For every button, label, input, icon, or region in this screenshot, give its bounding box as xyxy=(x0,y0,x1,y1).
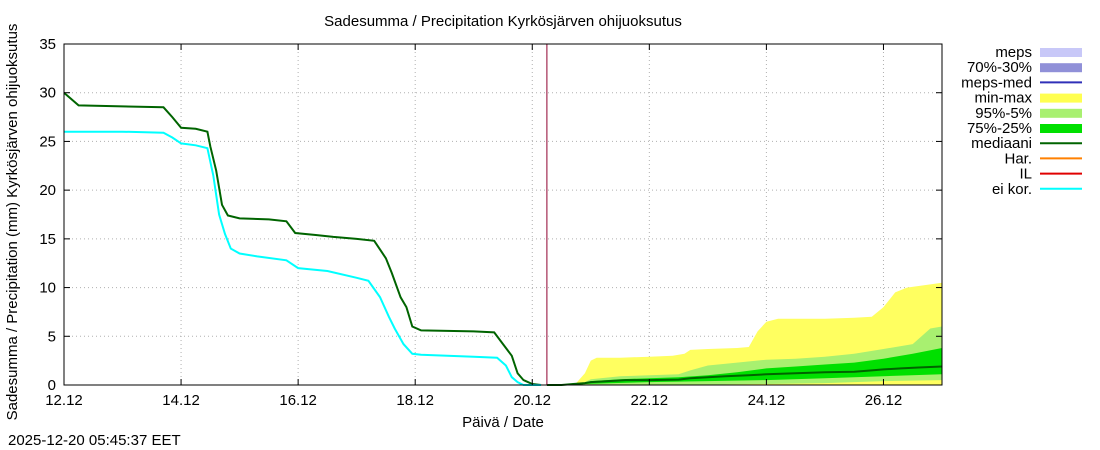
x-tick-label: 24.12 xyxy=(748,392,786,409)
y-ticks: 0 5 10 15 20 25 30 35 xyxy=(39,36,942,394)
x-axis-label: Päivä / Date xyxy=(462,414,544,431)
series-ei-kor xyxy=(64,130,541,386)
legend: meps70%-30%meps-medmin-max95%-5%75%-25%m… xyxy=(961,44,1082,198)
plot-frame xyxy=(63,43,943,386)
legend-label: ei kor. xyxy=(992,181,1032,198)
legend-label: IL xyxy=(1019,166,1032,183)
legend-label: Har. xyxy=(1004,150,1032,167)
y-tick-label: 10 xyxy=(39,280,56,297)
x-ticks: 12.12 14.12 16.12 18.12 20.12 22.12 24.12 26.12 xyxy=(45,44,902,409)
y-tick-label: 25 xyxy=(39,133,56,150)
series-mediaani-forecast xyxy=(546,365,943,386)
y-tick-label: 15 xyxy=(39,231,56,248)
y-tick-label: 0 xyxy=(48,377,56,394)
x-tick-label: 20.12 xyxy=(513,392,551,409)
y-tick-label: 30 xyxy=(39,85,56,102)
legend-label: min-max xyxy=(974,90,1032,107)
series-lines xyxy=(63,91,943,386)
x-tick-label: 26.12 xyxy=(865,392,903,409)
y-axis-label: Sadesumma / Precipitation (mm) Kyrkösjär… xyxy=(4,24,21,421)
y-tick-label: 5 xyxy=(48,328,56,345)
x-tick-label: 12.12 xyxy=(45,392,83,409)
legend-swatch xyxy=(1040,108,1082,118)
forecast-bands xyxy=(546,282,942,385)
legend-label: 95%-5% xyxy=(975,105,1032,122)
legend-label: 70%-30% xyxy=(967,59,1032,76)
legend-label: 75%-25% xyxy=(967,120,1032,137)
y-tick-label: 35 xyxy=(39,36,56,53)
legend-label: mediaani xyxy=(971,135,1032,152)
legend-swatch xyxy=(1040,48,1082,57)
x-tick-label: 16.12 xyxy=(279,392,317,409)
chart-title: Sadesumma / Precipitation Kyrkösjärven o… xyxy=(324,13,682,30)
x-tick-label: 14.12 xyxy=(162,392,200,409)
timestamp: 2025-12-20 05:45:37 EET xyxy=(8,432,181,449)
band-75-25- xyxy=(546,348,942,385)
x-tick-label: 22.12 xyxy=(631,392,669,409)
legend-swatch xyxy=(1040,63,1082,73)
series-mediaani-observed xyxy=(63,91,542,386)
y-tick-label: 20 xyxy=(39,182,56,199)
x-tick-label: 18.12 xyxy=(396,392,434,409)
legend-swatch xyxy=(1040,124,1082,133)
legend-label: meps xyxy=(995,44,1032,61)
legend-label: meps-med xyxy=(961,74,1032,91)
legend-swatch xyxy=(1040,93,1082,103)
